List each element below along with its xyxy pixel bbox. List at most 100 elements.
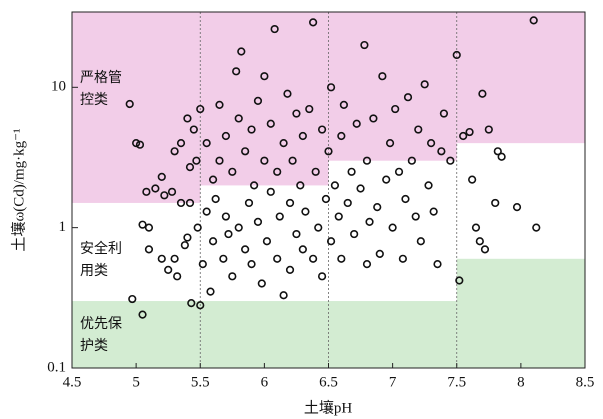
- zone-label: 优先保: [80, 316, 122, 332]
- x-tick-label: 6: [261, 374, 269, 390]
- data-point: [373, 203, 382, 212]
- data-point: [339, 100, 348, 109]
- data-point: [343, 198, 352, 208]
- data-point: [192, 156, 201, 165]
- data-point: [292, 229, 301, 239]
- data-point: [157, 254, 166, 263]
- data-point: [437, 147, 446, 156]
- control-zone: [328, 12, 457, 161]
- data-point: [208, 237, 218, 246]
- data-point: [433, 259, 442, 269]
- data-point: [164, 265, 173, 275]
- data-point: [241, 147, 250, 156]
- zone-label: 用类: [80, 263, 108, 279]
- data-point: [298, 131, 307, 141]
- data-point: [232, 67, 241, 76]
- x-tick-label: 4.5: [63, 374, 82, 390]
- data-point: [234, 223, 243, 232]
- data-point: [219, 254, 228, 263]
- data-point: [247, 125, 256, 134]
- data-point: [398, 254, 407, 263]
- data-point: [360, 40, 369, 50]
- data-point: [170, 147, 179, 156]
- data-point: [411, 212, 420, 221]
- data-point: [224, 229, 233, 239]
- data-point: [491, 198, 500, 208]
- data-point: [298, 245, 307, 254]
- zone-label: 严格管: [80, 70, 122, 86]
- data-point: [234, 114, 243, 123]
- data-point: [427, 139, 436, 148]
- data-point: [305, 104, 314, 114]
- data-point: [475, 237, 484, 246]
- x-tick-label: 5.5: [191, 374, 210, 390]
- data-point: [138, 310, 147, 319]
- data-point: [369, 114, 378, 123]
- data-point: [414, 125, 423, 134]
- data-point: [237, 47, 246, 56]
- data-point: [151, 184, 160, 193]
- data-point: [241, 245, 250, 254]
- data-point: [260, 72, 269, 81]
- data-point: [532, 223, 541, 232]
- data-point: [193, 223, 202, 232]
- data-point: [497, 152, 506, 161]
- data-point: [296, 181, 305, 190]
- data-point: [196, 301, 205, 310]
- data-point: [189, 125, 198, 134]
- x-axis-label: 土壤pH: [304, 398, 353, 416]
- data-point: [484, 125, 493, 134]
- data-point: [455, 276, 464, 285]
- data-point: [266, 119, 275, 128]
- data-point: [292, 109, 301, 118]
- data-point: [471, 223, 481, 232]
- priority-zone: [328, 301, 457, 368]
- data-point: [183, 114, 192, 123]
- data-point: [185, 198, 195, 208]
- data-point: [132, 139, 141, 148]
- x-tick-label: 7: [389, 374, 397, 390]
- data-point: [420, 80, 429, 89]
- data-point: [279, 291, 288, 300]
- priority-zone: [200, 301, 329, 368]
- data-point: [317, 125, 327, 134]
- data-point: [452, 50, 461, 60]
- data-point: [125, 99, 134, 109]
- data-point: [135, 140, 145, 149]
- data-point: [403, 93, 413, 102]
- x-tick-label: 8.5: [576, 374, 595, 390]
- x-tick-label: 7.5: [447, 374, 466, 390]
- data-point: [324, 147, 333, 156]
- data-point: [273, 167, 282, 176]
- data-point: [317, 272, 327, 281]
- data-point: [173, 272, 182, 281]
- priority-zone: [456, 258, 585, 368]
- data-point: [311, 167, 320, 176]
- zone-label: 安全利: [80, 240, 122, 257]
- data-point: [196, 104, 205, 114]
- data-point: [285, 265, 295, 275]
- data-point: [309, 254, 318, 263]
- data-point: [391, 104, 400, 114]
- data-point: [301, 207, 310, 216]
- data-point: [512, 203, 522, 212]
- zone-label: 护类: [80, 338, 108, 354]
- data-point: [221, 212, 230, 221]
- control-zone: [200, 12, 329, 186]
- data-point: [215, 156, 224, 165]
- y-tick-label: 0.1: [47, 359, 66, 375]
- data-point: [275, 212, 284, 221]
- data-point: [144, 223, 154, 232]
- y-axis-label: 土壤ω(Cd)/mg·kg⁻¹: [9, 128, 27, 251]
- data-point: [529, 16, 538, 25]
- data-point: [138, 220, 147, 229]
- priority-zone: [72, 301, 201, 368]
- data-point: [350, 229, 359, 239]
- data-point: [416, 237, 425, 246]
- x-tick-label: 5: [132, 374, 140, 390]
- data-point: [321, 194, 331, 204]
- data-point: [337, 131, 346, 141]
- x-tick-label: 8: [517, 374, 525, 390]
- data-point: [215, 100, 224, 109]
